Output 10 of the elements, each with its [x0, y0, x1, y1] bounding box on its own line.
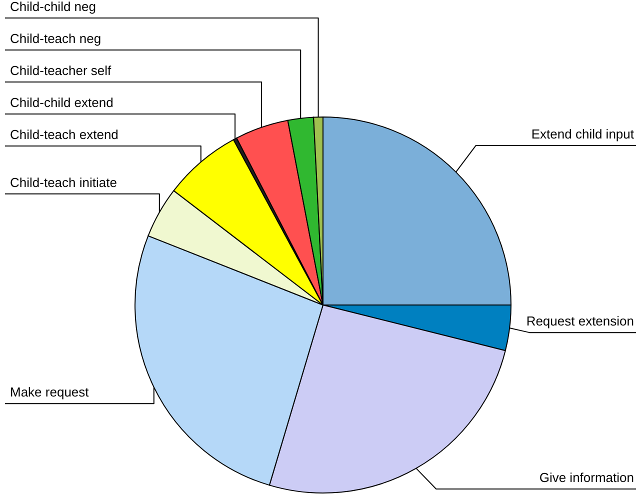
slice-label: Child-teach neg	[10, 31, 102, 46]
slice-label: Child-child extend	[10, 95, 114, 110]
slice-label: Child-teach extend	[10, 127, 118, 142]
slice-label: Extend child input	[531, 126, 634, 142]
slice-label: Give information	[539, 470, 634, 485]
slice-label: Make request	[10, 384, 90, 400]
slice-label: Request extension	[526, 314, 634, 329]
slice-label: Child-child neg	[10, 0, 96, 14]
slice-label: Child-teach initiate	[10, 174, 117, 190]
slice-label: Child-teacher self	[10, 63, 112, 78]
